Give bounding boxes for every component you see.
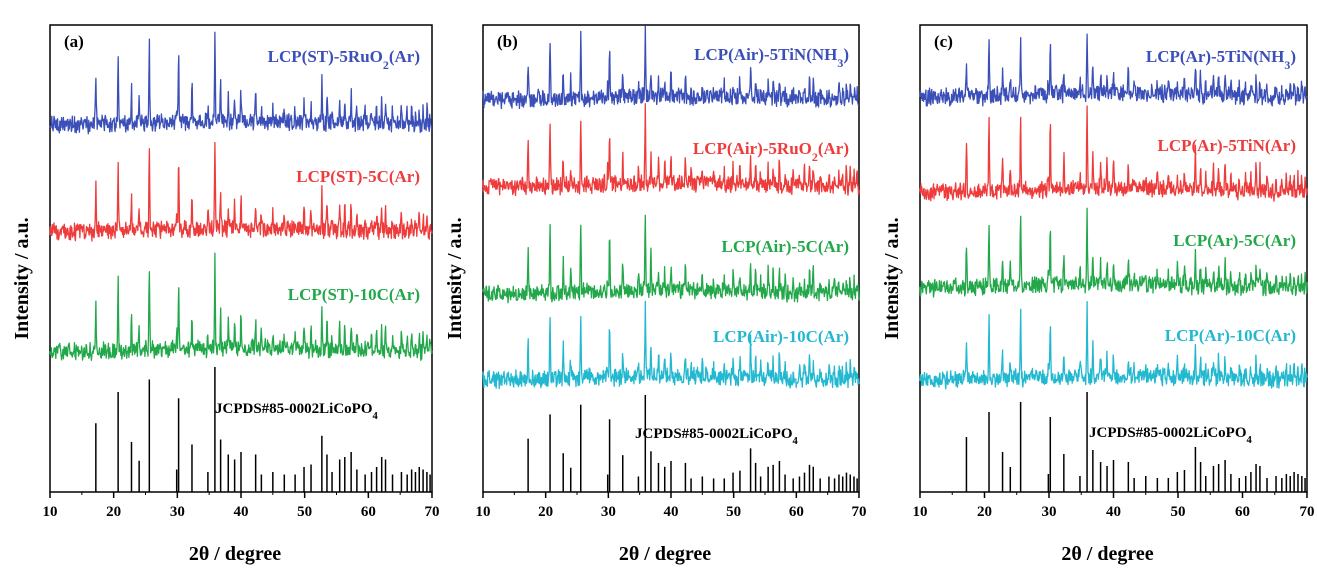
x-axis-label: 2θ / degree [189,543,281,565]
x-tick-label: 60 [361,504,376,520]
x-tick-label: 30 [170,504,185,520]
x-tick-label: 20 [977,504,992,520]
x-tick-label: 20 [106,504,121,520]
series-line [919,105,1308,202]
series-label: LCP(Air)-5TiN(NH3) [694,45,849,70]
series-line [49,252,433,362]
series-line [49,141,433,242]
x-tick-label: 70 [852,504,867,520]
x-tick-label: 70 [1300,504,1315,520]
x-tick-label: 50 [297,504,312,520]
reference-pattern [95,367,431,492]
series-label: LCP(Ar)-10C(Ar) [1165,326,1296,345]
x-axis-label: 2θ / degree [619,543,711,565]
reference-label: JCPDS#85-0002LiCoPO4 [635,426,799,447]
panel-label: (a) [64,32,84,51]
series-line [919,301,1308,390]
series-line [919,207,1308,298]
x-tick-label: 10 [43,504,58,520]
reference-pattern [965,392,1306,492]
reference-label: JCPDS#85-0002LiCoPO4 [215,401,379,422]
series-label: LCP(ST)-5RuO2(Ar) [268,47,420,72]
panel-b: 10 20 30 40 50 60 70 2θ / degree Intensity / a.u… [444,24,867,565]
x-tick-label: 70 [425,504,440,520]
series-line [49,31,433,135]
series-line [482,103,860,197]
x-tick-label: 50 [1171,504,1186,520]
x-tick-label: 40 [664,504,679,520]
y-axis-label: Intensity / a.u. [881,217,903,339]
x-tick-label: 60 [1235,504,1250,520]
series-line [482,25,860,110]
series-label: LCP(Ar)-5TiN(Ar) [1158,136,1296,155]
reference-label: JCPDS#85-0002LiCoPO4 [1089,425,1253,446]
x-tick-label: 20 [538,504,553,520]
y-axis-label: Intensity / a.u. [11,217,33,339]
series-label: LCP(ST)-10C(Ar) [288,285,420,304]
x-tick-label: 10 [476,504,491,520]
y-axis-label: Intensity / a.u. [444,217,466,339]
x-tick-label: 10 [913,504,928,520]
series-line [482,300,860,390]
panel-c: 10 20 30 40 50 60 70 2θ / degree Intensity / a.u… [881,24,1315,565]
series-line [919,33,1308,107]
series-label: LCP(Air)-10C(Ar) [713,327,849,346]
series-label: LCP(Air)-5RuO2(Ar) [693,139,849,164]
x-tick-label: 50 [726,504,741,520]
series-label: LCP(ST)-5C(Ar) [296,167,420,186]
x-tick-label: 30 [1042,504,1057,520]
x-tick-label: 30 [601,504,616,520]
x-axis-label: 2θ / degree [1061,543,1153,565]
series-label: LCP(Ar)-5TiN(NH3) [1146,47,1296,72]
reference-pattern [527,395,858,492]
panel-label: (b) [497,32,518,51]
series-line [482,214,860,304]
x-tick-label: 60 [789,504,804,520]
series-label: LCP(Air)-5C(Ar) [722,237,849,256]
x-tick-label: 40 [1106,504,1121,520]
panel-a: 10 20 30 40 50 60 70 2θ / degree Intensity / a.u… [11,24,440,565]
x-tick-label: 40 [234,504,249,520]
panel-label: (c) [934,32,953,51]
series-label: LCP(Ar)-5C(Ar) [1173,231,1296,250]
